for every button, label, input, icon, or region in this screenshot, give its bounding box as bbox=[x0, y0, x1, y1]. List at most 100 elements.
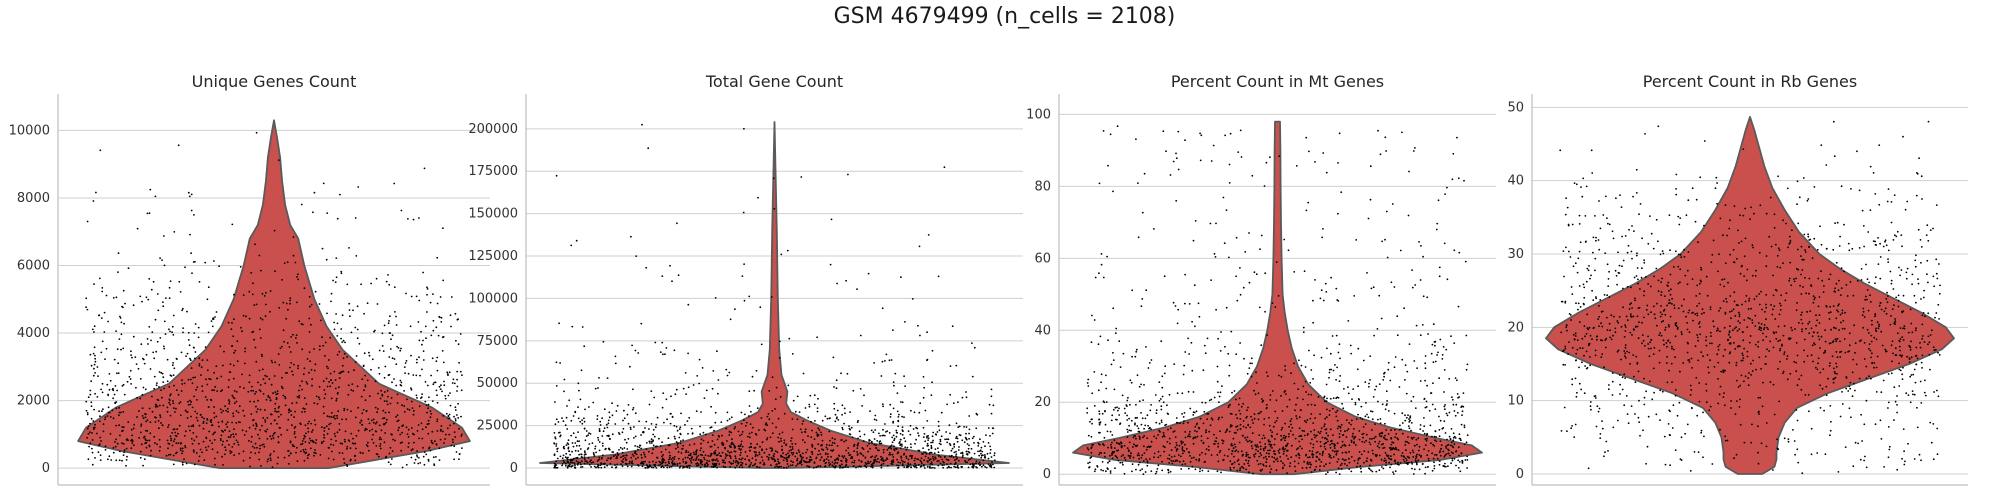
cell-point bbox=[374, 329, 376, 332]
cell-point bbox=[975, 466, 977, 468]
cell-point bbox=[1180, 440, 1183, 443]
cell-point bbox=[728, 371, 731, 374]
cell-point bbox=[835, 387, 838, 390]
cell-point bbox=[186, 411, 189, 413]
cell-point bbox=[276, 390, 279, 393]
cell-point bbox=[875, 444, 878, 446]
cell-point bbox=[913, 411, 916, 414]
cell-point bbox=[1458, 454, 1460, 457]
cell-point bbox=[650, 438, 653, 440]
cell-point bbox=[1262, 456, 1265, 459]
cell-point bbox=[1387, 361, 1390, 364]
cell-point bbox=[116, 442, 119, 445]
cell-point bbox=[881, 434, 884, 437]
cell-point bbox=[787, 452, 789, 455]
cell-point bbox=[662, 466, 665, 469]
cell-point bbox=[1263, 185, 1266, 187]
cell-point bbox=[704, 454, 707, 457]
y-tick-label: 25000 bbox=[477, 419, 518, 434]
cell-point bbox=[421, 368, 423, 371]
cell-point bbox=[1446, 444, 1449, 447]
cell-point bbox=[910, 466, 912, 469]
cell-point bbox=[1220, 331, 1222, 333]
cell-point bbox=[294, 436, 297, 439]
cell-point bbox=[876, 460, 878, 463]
cell-point bbox=[905, 457, 908, 459]
cell-point bbox=[583, 420, 586, 423]
cell-point bbox=[1424, 472, 1426, 475]
cell-point bbox=[570, 244, 573, 247]
cell-point bbox=[385, 455, 388, 458]
cell-point bbox=[1422, 295, 1425, 298]
cell-point bbox=[712, 466, 715, 468]
cell-point bbox=[1205, 431, 1207, 433]
cell-point bbox=[965, 391, 967, 393]
cell-point bbox=[419, 374, 421, 377]
cell-point bbox=[158, 449, 161, 452]
cell-point bbox=[457, 417, 460, 419]
cell-point bbox=[1166, 404, 1168, 407]
cell-point bbox=[318, 303, 321, 305]
cell-point bbox=[422, 271, 424, 274]
cell-point bbox=[1181, 448, 1184, 450]
cell-point bbox=[1466, 434, 1469, 437]
cell-point bbox=[677, 442, 679, 445]
cell-point bbox=[806, 448, 809, 451]
cell-point bbox=[667, 460, 670, 463]
cell-point bbox=[1323, 400, 1326, 403]
cell-point bbox=[154, 442, 156, 444]
cell-point bbox=[1273, 443, 1276, 446]
cell-point bbox=[750, 410, 752, 413]
cell-point bbox=[1224, 134, 1226, 137]
cell-point bbox=[1264, 447, 1267, 449]
cell-point bbox=[584, 460, 587, 463]
cell-point bbox=[1160, 405, 1163, 408]
cell-point bbox=[1451, 459, 1454, 462]
cell-point bbox=[1434, 454, 1436, 456]
cell-point bbox=[363, 312, 365, 315]
cell-point bbox=[924, 451, 927, 454]
cell-point bbox=[415, 295, 418, 298]
cell-point bbox=[1367, 416, 1370, 419]
cell-point bbox=[90, 401, 93, 404]
cell-point bbox=[1335, 334, 1338, 337]
cell-point bbox=[842, 456, 845, 459]
cell-point bbox=[777, 458, 779, 461]
cell-point bbox=[968, 415, 971, 417]
cell-point bbox=[112, 451, 115, 454]
cell-point bbox=[702, 450, 705, 453]
cell-point bbox=[381, 332, 384, 335]
cell-point bbox=[165, 454, 168, 457]
cell-point bbox=[267, 395, 270, 397]
cell-point bbox=[276, 422, 278, 425]
cell-point bbox=[197, 336, 200, 339]
cell-point bbox=[1452, 446, 1455, 449]
cell-point bbox=[874, 456, 876, 459]
cell-point bbox=[907, 458, 910, 461]
cell-point bbox=[1099, 443, 1101, 446]
cell-point bbox=[897, 461, 900, 464]
cell-point bbox=[1301, 429, 1304, 432]
cell-point bbox=[1369, 355, 1372, 357]
cell-point bbox=[1242, 420, 1245, 422]
cell-point bbox=[1143, 427, 1145, 430]
cell-point bbox=[632, 388, 634, 391]
cell-point bbox=[289, 440, 292, 443]
cell-point bbox=[418, 457, 420, 459]
cell-point bbox=[821, 419, 824, 422]
cell-point bbox=[401, 431, 403, 434]
cell-point bbox=[1170, 456, 1173, 458]
cell-point bbox=[781, 448, 783, 451]
cell-point bbox=[588, 432, 590, 434]
cell-point bbox=[266, 417, 269, 419]
cell-point bbox=[1210, 454, 1213, 456]
cell-point bbox=[965, 437, 968, 440]
cell-point bbox=[777, 436, 780, 439]
cell-point bbox=[338, 377, 341, 379]
cell-point bbox=[229, 371, 232, 373]
cell-point bbox=[1293, 460, 1296, 463]
cell-point bbox=[379, 447, 382, 450]
cell-point bbox=[620, 456, 622, 459]
cell-point bbox=[1390, 458, 1393, 461]
cell-point bbox=[199, 448, 202, 451]
